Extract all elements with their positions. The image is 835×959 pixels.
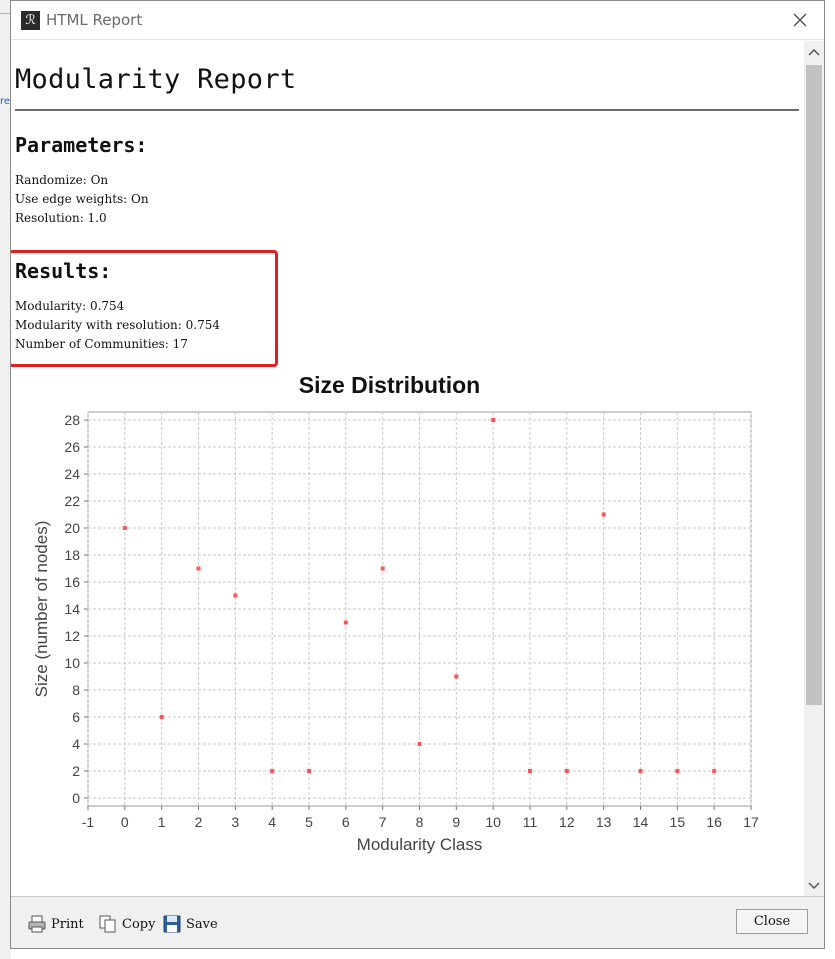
- print-button[interactable]: Print: [27, 914, 84, 934]
- y-tick-label: 14: [64, 601, 80, 617]
- copy-button[interactable]: Copy: [98, 914, 155, 934]
- print-label: Print: [51, 916, 84, 932]
- results-highlight-box: [11, 250, 278, 367]
- data-point: [675, 769, 680, 773]
- scroll-up-icon[interactable]: [804, 43, 824, 61]
- y-tick-label: 2: [72, 763, 80, 779]
- x-tick-label: 17: [743, 814, 759, 830]
- y-tick-label: 22: [64, 493, 80, 509]
- close-button[interactable]: Close: [736, 909, 808, 934]
- y-tick-label: 28: [64, 412, 80, 428]
- save-button[interactable]: Save: [162, 914, 218, 934]
- y-tick-label: 8: [72, 682, 80, 698]
- background-divider: [0, 13, 11, 14]
- data-point: [454, 674, 459, 679]
- title-bar: ℛ HTML Report: [11, 1, 824, 40]
- param-randomize: Randomize: On: [15, 173, 109, 187]
- data-point: [491, 418, 496, 422]
- y-tick-label: 18: [64, 547, 80, 563]
- x-tick-label: -1: [82, 814, 95, 830]
- report-content: Modularity Report Parameters: Randomize:…: [11, 40, 804, 896]
- x-tick-label: 0: [121, 814, 129, 830]
- data-point: [712, 769, 717, 773]
- x-tick-label: 2: [195, 814, 203, 830]
- y-tick-label: 4: [72, 736, 80, 752]
- param-edge-weights: Use edge weights: On: [15, 192, 149, 206]
- x-tick-label: 8: [416, 814, 424, 830]
- x-tick-label: 10: [485, 814, 501, 830]
- y-tick-label: 6: [72, 709, 80, 725]
- x-axis-label: Modularity Class: [357, 835, 483, 854]
- x-tick-label: 9: [452, 814, 460, 830]
- data-point: [564, 769, 569, 773]
- bottom-toolbar: Print Copy Save Close: [11, 896, 824, 948]
- y-tick-label: 24: [64, 466, 80, 482]
- x-tick-label: 7: [379, 814, 387, 830]
- app-icon: ℛ: [21, 11, 40, 30]
- y-tick-label: 16: [64, 574, 80, 590]
- result-modularity-resolution: Modularity with resolution: 0.754: [15, 318, 220, 332]
- y-tick-label: 10: [64, 655, 80, 671]
- x-tick-label: 14: [633, 814, 649, 830]
- data-point: [122, 526, 127, 530]
- floppy-disk-icon: [163, 915, 181, 933]
- title-divider: [15, 109, 799, 111]
- data-point: [601, 512, 606, 517]
- data-point: [159, 715, 164, 719]
- close-window-icon[interactable]: [790, 10, 810, 30]
- x-tick-label: 6: [342, 814, 350, 830]
- html-report-dialog: ℛ HTML Report Modularity Report Paramete…: [10, 0, 825, 949]
- chart-title: Size Distribution: [298, 372, 481, 398]
- data-point: [343, 620, 348, 625]
- y-axis-label: Size (number of nodes): [32, 521, 51, 698]
- y-tick-label: 12: [64, 628, 80, 644]
- report-title: Modularity Report: [15, 64, 297, 95]
- y-tick-label: 20: [64, 520, 80, 536]
- x-tick-label: 4: [268, 814, 276, 830]
- scroll-thumb[interactable]: [806, 65, 822, 705]
- results-heading: Results:: [15, 259, 112, 283]
- data-point: [417, 742, 422, 746]
- x-tick-label: 12: [559, 814, 575, 830]
- scroll-down-icon[interactable]: [804, 877, 824, 895]
- copy-icon: [99, 915, 116, 933]
- data-point: [233, 593, 238, 598]
- data-point: [380, 566, 385, 571]
- copy-label: Copy: [122, 916, 156, 932]
- x-tick-label: 1: [158, 814, 166, 830]
- background-text-fragment: re: [0, 96, 11, 107]
- y-tick-label: 0: [72, 790, 80, 806]
- result-modularity: Modularity: 0.754: [15, 299, 125, 313]
- result-communities: Number of Communities: 17: [15, 337, 188, 351]
- vertical-scrollbar[interactable]: [804, 41, 824, 897]
- parameters-heading: Parameters:: [15, 133, 148, 157]
- data-point: [307, 769, 311, 773]
- data-point: [638, 769, 643, 773]
- data-point: [196, 566, 201, 571]
- x-tick-label: 15: [670, 814, 686, 830]
- data-point: [270, 769, 275, 773]
- data-point: [528, 769, 532, 773]
- save-label: Save: [186, 916, 218, 932]
- x-tick-label: 5: [305, 814, 313, 830]
- x-tick-label: 13: [596, 814, 612, 830]
- x-tick-label: 3: [231, 814, 239, 830]
- background-window-edge: re: [0, 0, 11, 959]
- x-tick-label: 11: [523, 814, 538, 830]
- x-tick-label: 16: [706, 814, 722, 830]
- y-tick-label: 26: [64, 439, 80, 455]
- param-resolution: Resolution: 1.0: [15, 211, 107, 225]
- printer-icon: [28, 915, 46, 933]
- window-title: HTML Report: [46, 11, 143, 29]
